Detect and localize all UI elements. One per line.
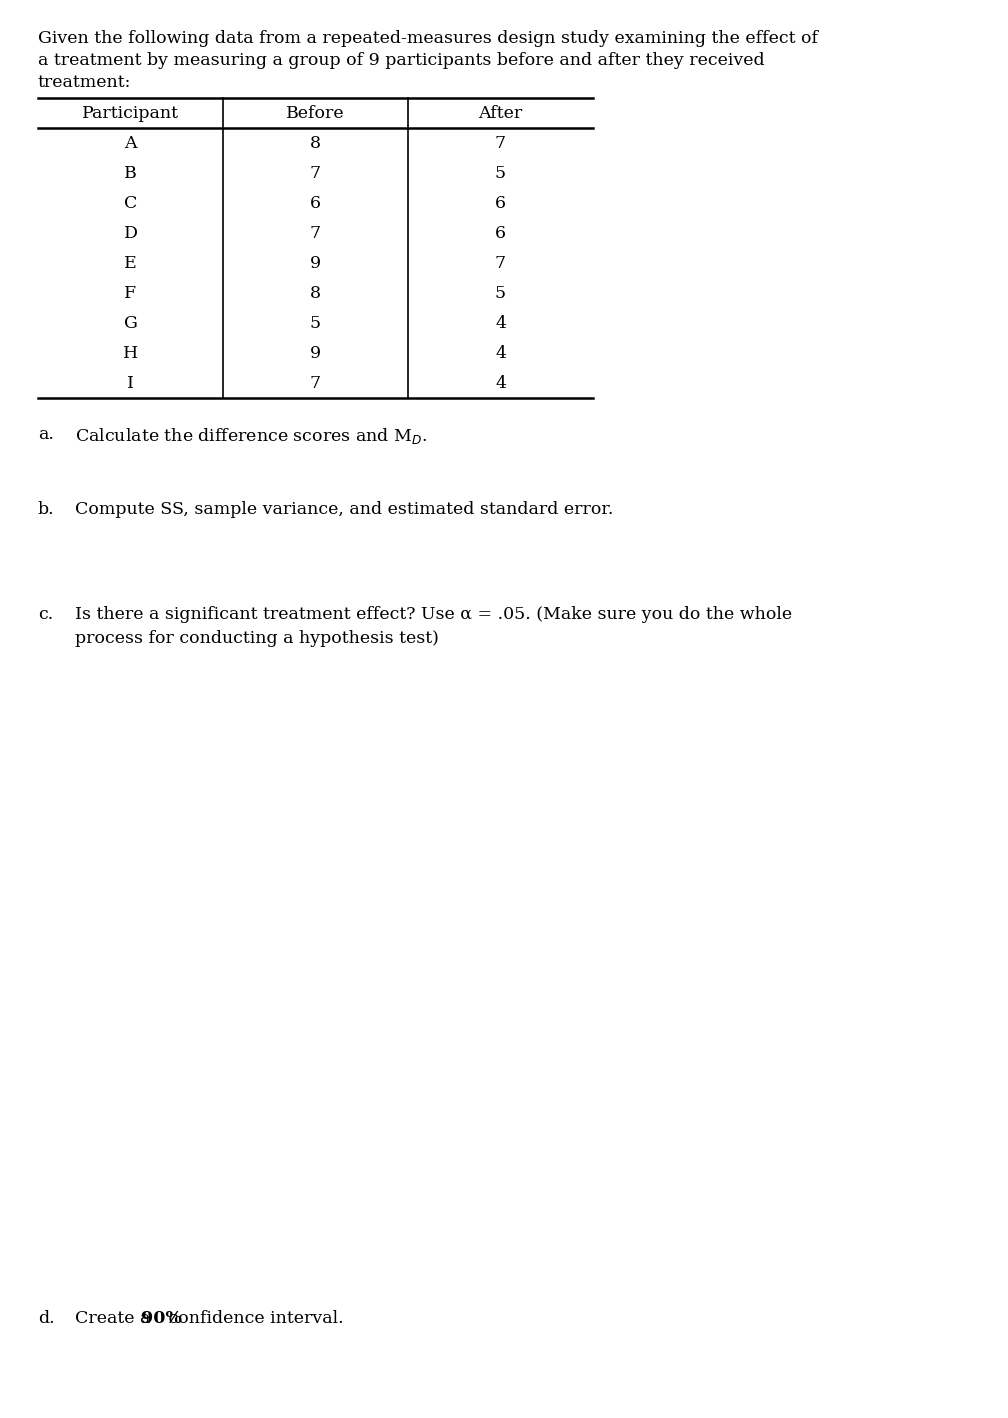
Text: Before: Before (286, 105, 345, 122)
Text: Calculate the difference scores and M$_{D}$.: Calculate the difference scores and M$_{… (75, 425, 427, 447)
Text: 9: 9 (309, 345, 322, 362)
Text: 7: 7 (309, 164, 322, 182)
Text: 8: 8 (310, 285, 321, 302)
Text: a treatment by measuring a group of 9 participants before and after they receive: a treatment by measuring a group of 9 pa… (38, 52, 765, 69)
Text: b.: b. (38, 501, 54, 518)
Text: H: H (123, 345, 138, 362)
Text: d.: d. (38, 1310, 54, 1327)
Text: 9: 9 (309, 254, 322, 271)
Text: a.: a. (38, 425, 53, 442)
Text: 8: 8 (310, 135, 321, 152)
Text: 5: 5 (495, 164, 506, 182)
Text: F: F (124, 285, 136, 302)
Text: D: D (124, 224, 137, 241)
Text: 7: 7 (309, 224, 322, 241)
Text: Participant: Participant (82, 105, 179, 122)
Text: 4: 4 (495, 315, 506, 332)
Text: 7: 7 (309, 374, 322, 391)
Text: Given the following data from a repeated-measures design study examining the eff: Given the following data from a repeated… (38, 30, 818, 47)
Text: 4: 4 (495, 374, 506, 391)
Text: confidence interval.: confidence interval. (162, 1310, 344, 1327)
Text: 6: 6 (495, 194, 506, 211)
Text: 90%: 90% (141, 1310, 181, 1327)
Text: 5: 5 (495, 285, 506, 302)
Text: 4: 4 (495, 345, 506, 362)
Text: I: I (127, 374, 134, 391)
Text: Create a: Create a (75, 1310, 156, 1327)
Text: 7: 7 (495, 135, 506, 152)
Text: A: A (124, 135, 137, 152)
Text: Compute SS, sample variance, and estimated standard error.: Compute SS, sample variance, and estimat… (75, 501, 614, 518)
Text: Is there a significant treatment effect? Use α = .05. (Make sure you do the whol: Is there a significant treatment effect?… (75, 605, 792, 623)
Text: c.: c. (38, 605, 53, 623)
Text: After: After (479, 105, 522, 122)
Text: treatment:: treatment: (38, 74, 131, 91)
Text: E: E (124, 254, 137, 271)
Text: 6: 6 (310, 194, 321, 211)
Text: process for conducting a hypothesis test): process for conducting a hypothesis test… (75, 630, 438, 647)
Text: 6: 6 (495, 224, 506, 241)
Text: 5: 5 (309, 315, 322, 332)
Text: 7: 7 (495, 254, 506, 271)
Text: C: C (124, 194, 137, 211)
Text: B: B (124, 164, 137, 182)
Text: G: G (124, 315, 137, 332)
